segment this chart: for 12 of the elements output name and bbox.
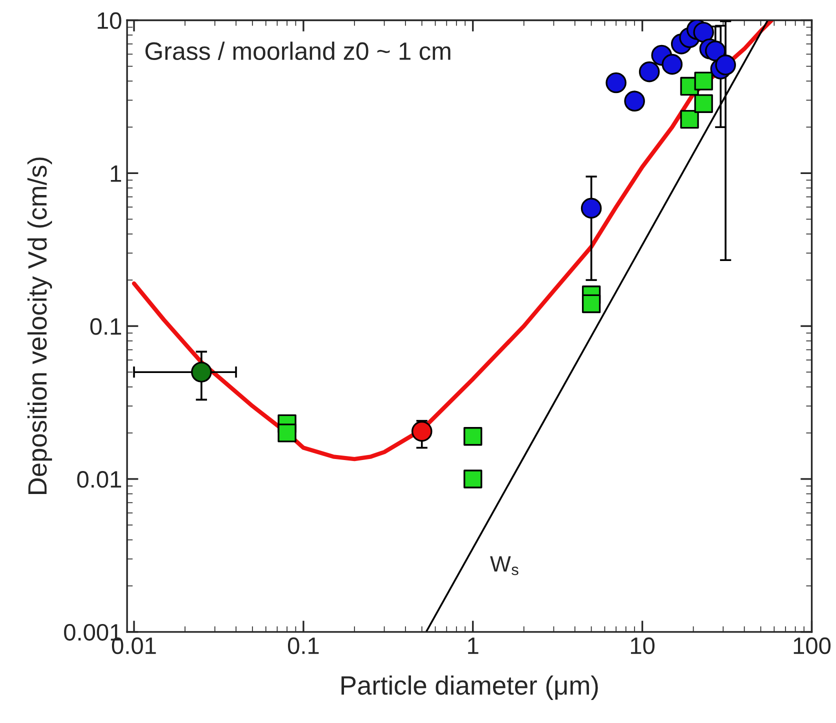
x-tick-label: 0.1	[288, 637, 319, 654]
x-axis-title: Particle diameter (μm)	[342, 675, 598, 700]
x-tick-label: 1	[468, 638, 478, 654]
y-tick-label: 0.1	[90, 318, 122, 335]
y-tick-label: 10	[98, 12, 122, 30]
x-tick-label: 100	[794, 637, 831, 654]
x-tick-label: 10	[630, 637, 655, 654]
y-tick-label: 0.01	[77, 471, 122, 488]
annotation: Grass / moorland z0 ~ 1 cm	[145, 42, 450, 60]
annotation: W$_{s}$	[490, 556, 518, 576]
y-axis-title: Deposition velocity Vd (cm/s)	[27, 158, 52, 494]
y-tick-label: 1	[110, 165, 122, 182]
